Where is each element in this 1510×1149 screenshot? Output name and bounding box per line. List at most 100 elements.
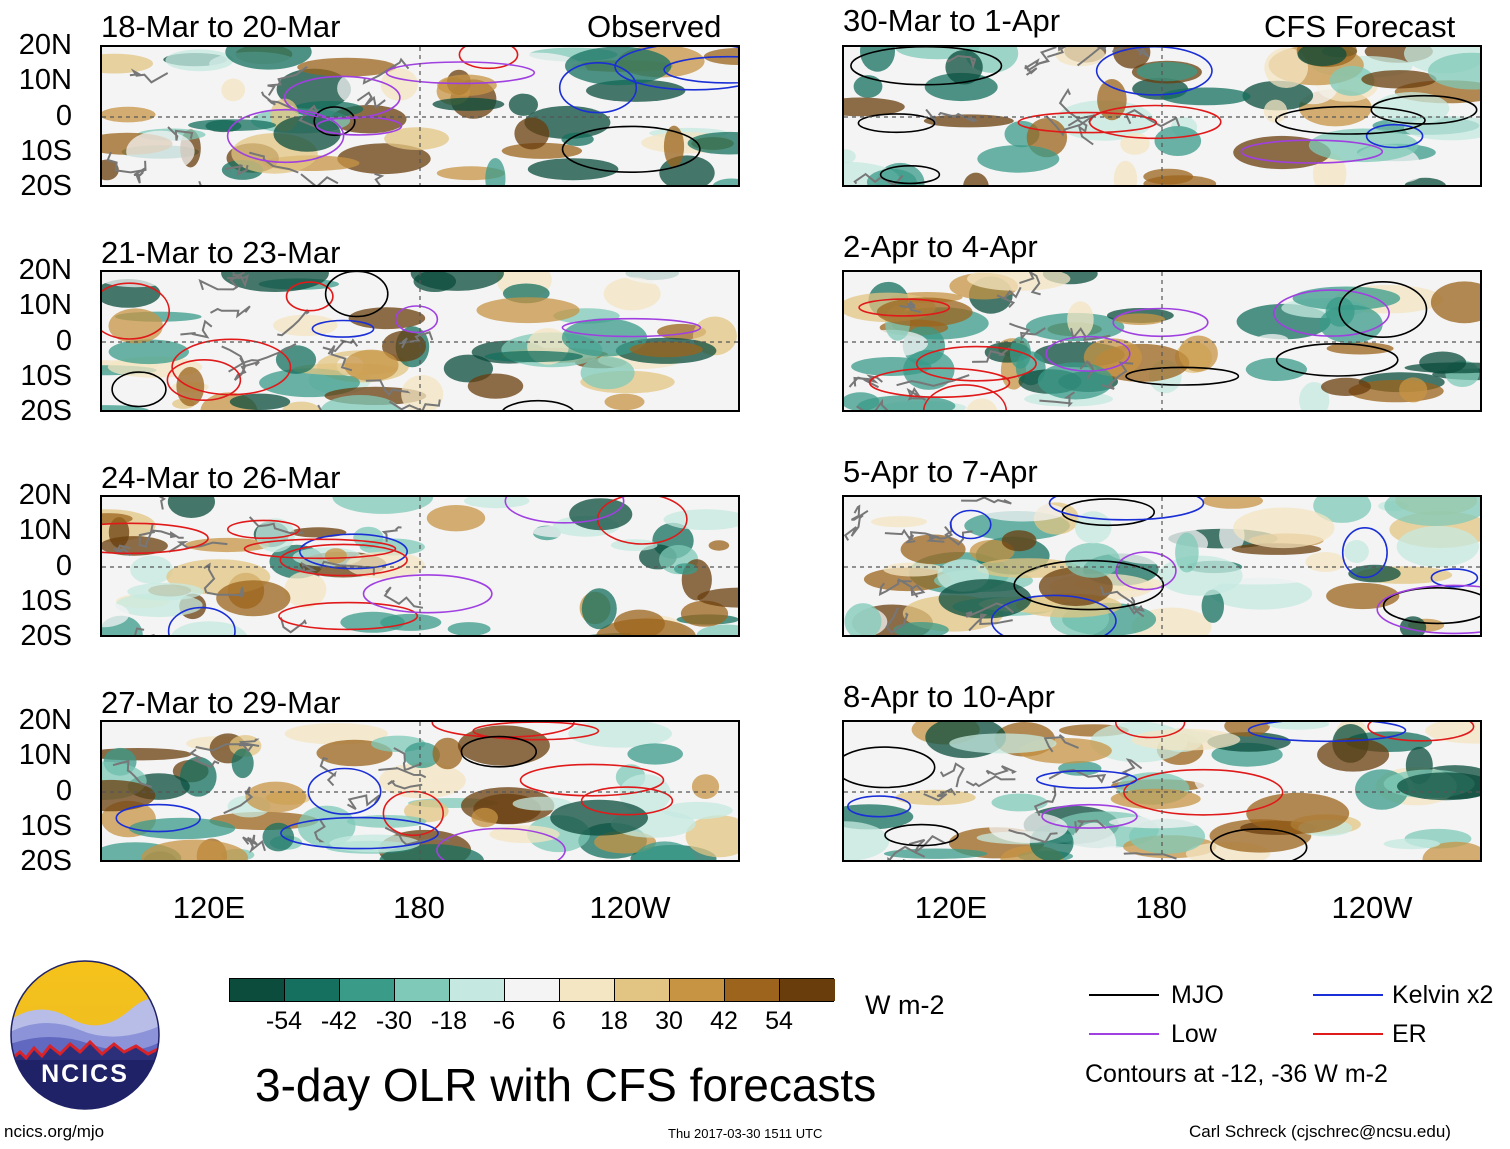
olr-anomaly-blob: [1308, 128, 1419, 163]
olr-anomaly-blob: [229, 393, 291, 410]
coastline: [844, 514, 864, 541]
coastline: [233, 360, 260, 381]
coastline: [899, 300, 922, 314]
lat-label-10s: 10S: [20, 810, 72, 842]
olr-anomaly-blob: [102, 513, 133, 525]
olr-anomaly-blob: [527, 158, 619, 181]
olr-anomaly-blob: [225, 47, 312, 70]
coastline: [944, 521, 973, 546]
wave-contour: [472, 722, 600, 741]
wave-contour: [285, 281, 334, 312]
olr-anomaly-blob: [221, 78, 246, 102]
olr-anomaly-blob: [1321, 377, 1371, 396]
wave-contour: [561, 317, 702, 338]
olr-anomaly-blob: [447, 47, 522, 64]
panel-title-cfs-4: 8-Apr to 10-Apr: [843, 679, 1055, 714]
colorbar-box: [780, 979, 835, 1001]
olr-anomaly-blob: [102, 601, 130, 628]
ncics-logo: NCICS: [10, 960, 160, 1110]
olr-anomaly-blob: [1383, 838, 1440, 850]
coastline: [897, 578, 926, 598]
coastline: [238, 738, 260, 753]
lon-label-180: 180: [393, 890, 445, 925]
coastline: [393, 747, 423, 771]
olr-anomaly-blob: [324, 548, 347, 564]
olr-anomaly-blob: [404, 742, 440, 769]
coastline: [928, 525, 953, 540]
panel-title-cfs-3: 5-Apr to 7-Apr: [843, 454, 1038, 489]
colorbar-tick: -54: [265, 1007, 303, 1035]
lat-label-20s: 20S: [20, 620, 72, 652]
colorbar-tick: 30: [655, 1007, 683, 1035]
olr-anomaly-blob: [980, 501, 1066, 522]
coastline: [1024, 47, 1057, 70]
olr-anomaly-blob: [663, 509, 738, 530]
lat-label-20n: 20N: [18, 704, 72, 736]
wave-contour: [868, 367, 1011, 398]
olr-anomaly-blob: [633, 841, 696, 860]
colorbar-box: [560, 979, 615, 1001]
legend-label-kelvin: Kelvin x2: [1392, 981, 1494, 1009]
olr-anomaly-blob: [437, 74, 497, 96]
coastline: [906, 387, 926, 401]
panel-title-cfs-2: 2-Apr to 4-Apr: [843, 229, 1038, 264]
colorbar-tick: 42: [710, 1007, 738, 1035]
coastline: [1076, 47, 1107, 67]
map-panel-cfs-2: [842, 270, 1482, 412]
footer-credit: Carl Schreck (cjschrec@ncsu.edu): [1189, 1122, 1451, 1141]
coastline: [203, 562, 216, 594]
coastline: [939, 762, 965, 788]
olr-anomaly-blob: [991, 793, 1048, 812]
olr-anomaly-blob: [432, 97, 505, 111]
olr-anomaly-blob: [262, 822, 295, 852]
olr-anomaly-blob: [1224, 722, 1270, 737]
olr-anomaly-blob: [603, 277, 661, 311]
olr-anomaly-blob: [581, 588, 617, 630]
wave-contour: [307, 767, 382, 815]
wave-contour: [990, 594, 1117, 635]
olr-anomaly-blob: [871, 516, 927, 528]
olr-anomaly-blob: [580, 356, 635, 390]
olr-anomaly-blob: [501, 142, 583, 159]
olr-anomaly-blob: [876, 297, 973, 327]
wave-contour: [226, 108, 345, 164]
wave-contour: [1367, 722, 1475, 742]
legend-label-mjo: MJO: [1171, 981, 1224, 1009]
wave-contour: [458, 47, 519, 70]
olr-anomaly-blob: [1093, 846, 1134, 860]
coastline: [313, 819, 326, 843]
wave-contour: [1115, 722, 1186, 739]
wave-contour: [1382, 587, 1480, 625]
olr-anomaly-blob: [403, 799, 449, 823]
olr-anomaly-blob: [1194, 766, 1217, 792]
colorbar-box: [285, 979, 340, 1001]
coastline: [946, 54, 977, 70]
coastline: [152, 529, 184, 539]
wave-contour: [915, 345, 1037, 382]
wave-contour: [1341, 526, 1388, 579]
olr-anomaly-blob: [903, 349, 955, 390]
wave-contour: [299, 533, 409, 570]
lon-label-120w: 120W: [1331, 890, 1413, 925]
coastline: [851, 504, 869, 521]
wave-contour: [227, 519, 301, 539]
olr-anomaly-blob: [1067, 301, 1094, 338]
olr-anomaly-blob: [604, 393, 645, 410]
coastline: [1033, 785, 1057, 817]
olr-anomaly-blob: [1419, 351, 1467, 374]
panel-title-obs-2: 21-Mar to 23-Mar: [101, 235, 341, 270]
olr-anomaly-blob: [629, 341, 703, 358]
coastline: [972, 347, 1011, 363]
coastline: [384, 826, 450, 846]
footer-url[interactable]: ncics.org/mjo: [4, 1122, 105, 1141]
wave-contour: [385, 61, 536, 85]
legend-swatch-mjo: [1089, 994, 1159, 996]
wave-contour: [324, 272, 389, 318]
coastline: [365, 379, 411, 397]
coastline: [1009, 322, 1046, 341]
coastline: [327, 345, 353, 372]
olr-anomaly-blob: [382, 330, 426, 362]
wave-contour: [922, 384, 1008, 410]
wave-contour: [243, 538, 397, 560]
observed-label: Observed: [587, 9, 722, 44]
